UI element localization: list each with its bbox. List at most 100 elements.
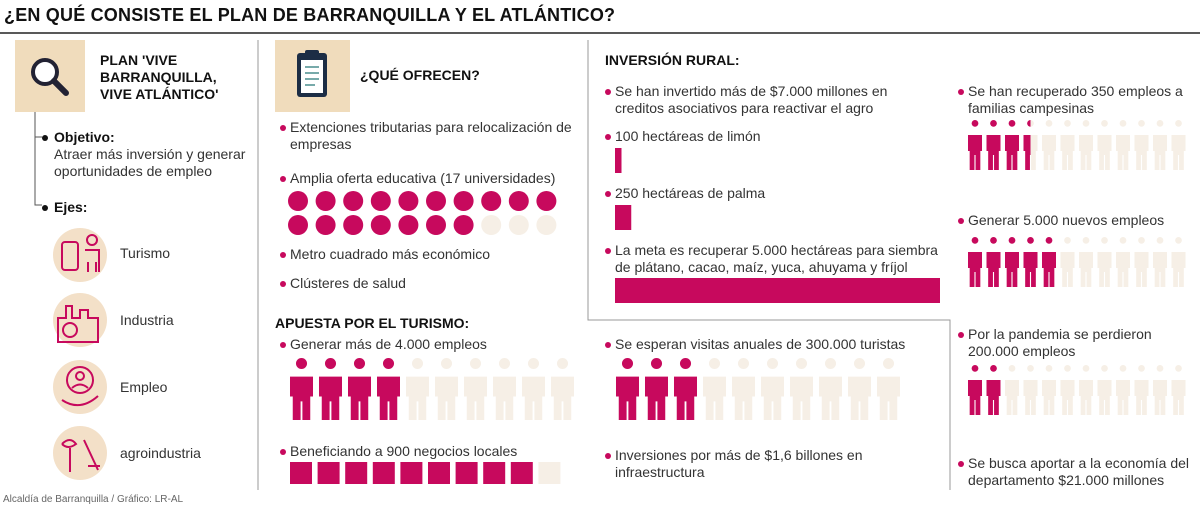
person-shape bbox=[1005, 365, 1019, 415]
person-shape bbox=[968, 365, 982, 415]
person-icon bbox=[1115, 237, 1130, 287]
university-dot bbox=[288, 191, 308, 211]
person-body bbox=[1152, 252, 1167, 287]
axis-icons bbox=[53, 228, 107, 480]
person-shape bbox=[1115, 365, 1130, 415]
person-head bbox=[795, 358, 808, 370]
person-shape bbox=[968, 237, 982, 287]
source: Alcaldía de Barranquilla / Gráfico: LR-A… bbox=[3, 494, 184, 505]
person-body bbox=[1005, 380, 1019, 415]
person-head bbox=[1027, 120, 1031, 127]
person-icon bbox=[1097, 237, 1112, 287]
person-body bbox=[1115, 252, 1130, 287]
person-head bbox=[1045, 237, 1053, 244]
rural-item: La meta es recuperar 5.000 hectáreas par… bbox=[605, 242, 945, 276]
person-head bbox=[1138, 120, 1145, 127]
person-shape bbox=[986, 365, 1001, 415]
employment-item: Se han recuperado 350 empleos a familias… bbox=[958, 83, 1200, 117]
university-dot bbox=[343, 215, 364, 235]
university-dot bbox=[536, 191, 557, 211]
person-icon bbox=[1023, 365, 1038, 415]
person-body bbox=[1152, 380, 1167, 415]
person-body bbox=[1097, 135, 1112, 170]
university-dot bbox=[508, 215, 529, 235]
person-body bbox=[1005, 252, 1019, 287]
person-icon bbox=[405, 358, 429, 420]
person-icon bbox=[463, 358, 487, 420]
plan-heading: PLAN 'VIVE BARRANQUILLA, VIVE ATLÁNTICO' bbox=[100, 52, 219, 102]
person-body bbox=[1041, 135, 1056, 170]
person-icon bbox=[1041, 365, 1056, 415]
person-shape bbox=[644, 358, 668, 420]
person-body bbox=[434, 376, 458, 420]
person-head bbox=[971, 120, 979, 127]
person-icon bbox=[376, 358, 400, 420]
person-body bbox=[1152, 135, 1167, 170]
title: ¿EN QUÉ CONSISTE EL PLAN DE BARRANQUILLA… bbox=[4, 5, 616, 25]
person-icon bbox=[673, 358, 697, 420]
person-icon bbox=[1152, 120, 1167, 170]
person-icon bbox=[847, 358, 871, 420]
person-shape bbox=[376, 358, 400, 420]
person-shape bbox=[289, 358, 313, 420]
person-shape bbox=[986, 120, 1001, 170]
person-icon bbox=[1171, 237, 1186, 287]
person-body bbox=[986, 135, 1001, 170]
person-icon bbox=[1078, 120, 1093, 170]
person-head bbox=[1119, 237, 1127, 244]
person-head bbox=[971, 365, 979, 372]
person-icon bbox=[1097, 365, 1112, 415]
university-dot bbox=[481, 191, 502, 211]
person-shape bbox=[1078, 365, 1093, 415]
person-icon bbox=[986, 120, 1001, 170]
person-shape bbox=[492, 358, 516, 420]
person-icon bbox=[1134, 237, 1149, 287]
offer-heading: ¿QUÉ OFRECEN? bbox=[360, 67, 480, 83]
person-shape bbox=[1060, 120, 1075, 170]
person-head bbox=[1119, 365, 1127, 372]
university-dot bbox=[315, 191, 336, 211]
rural-item: Se han invertido más de $7.000 millones … bbox=[605, 83, 915, 117]
person-shape bbox=[731, 358, 755, 420]
university-dot bbox=[398, 215, 419, 235]
person-icon bbox=[968, 237, 982, 287]
person-head bbox=[1082, 237, 1090, 244]
person-body bbox=[986, 252, 1001, 287]
person-icon bbox=[1023, 120, 1038, 170]
university-dot bbox=[370, 191, 391, 211]
person-shape bbox=[1005, 237, 1019, 287]
hectare-bar bbox=[615, 278, 940, 303]
person-head bbox=[990, 237, 997, 244]
university-dot bbox=[453, 215, 474, 235]
person-body bbox=[521, 376, 545, 420]
person-body bbox=[1097, 252, 1112, 287]
person-shape bbox=[789, 358, 813, 420]
objective: Atraer más inversión y generar oportunid… bbox=[54, 146, 246, 179]
person-shape bbox=[1041, 365, 1056, 415]
person-icon bbox=[1152, 365, 1167, 415]
person-head bbox=[1064, 120, 1071, 127]
person-head bbox=[1101, 120, 1108, 127]
person-shape bbox=[521, 358, 545, 420]
divider bbox=[587, 40, 951, 490]
person-shape bbox=[673, 358, 697, 420]
person-head bbox=[1064, 365, 1071, 372]
person-head bbox=[1156, 237, 1164, 244]
person-head bbox=[853, 358, 866, 370]
person-body bbox=[968, 252, 982, 287]
person-head bbox=[1082, 120, 1090, 127]
person-shape bbox=[702, 358, 726, 420]
hectare-bar bbox=[615, 148, 622, 173]
person-icon bbox=[434, 358, 458, 420]
person-icon bbox=[1171, 120, 1186, 170]
person-shape bbox=[1152, 365, 1167, 415]
person-body bbox=[318, 376, 342, 420]
person-shape bbox=[986, 237, 1001, 287]
person-shape bbox=[1078, 120, 1093, 170]
business-square bbox=[372, 462, 395, 484]
person-icon bbox=[1005, 365, 1019, 415]
person-head bbox=[1119, 120, 1127, 127]
person-head bbox=[824, 358, 837, 370]
person-body bbox=[1060, 135, 1075, 170]
